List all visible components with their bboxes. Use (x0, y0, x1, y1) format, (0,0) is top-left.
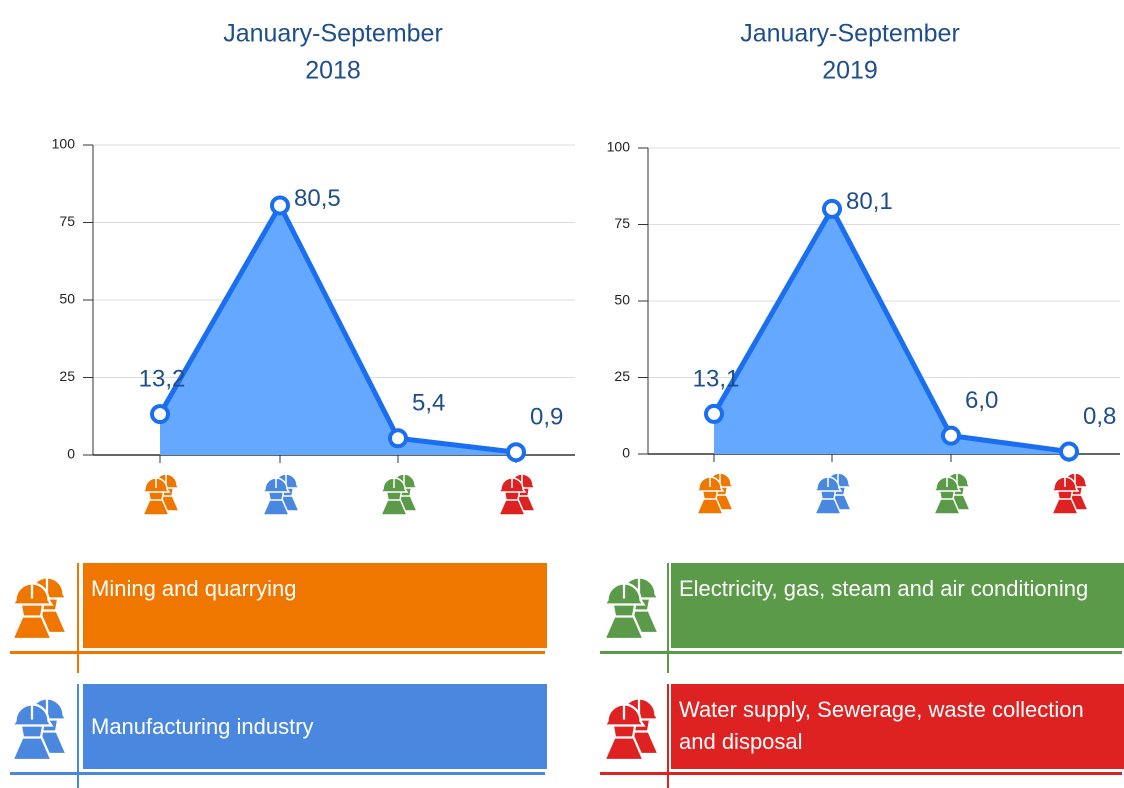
legend-icon (602, 576, 661, 641)
point (704, 403, 724, 424)
worker-icon (602, 576, 661, 641)
area (160, 205, 516, 455)
worker-icon (813, 472, 853, 515)
y-tick-label: 50 (614, 292, 630, 308)
worker-icon (10, 697, 69, 762)
y-tick-label: 25 (614, 368, 630, 384)
y-tick-label: 0 (67, 446, 75, 462)
worker-icon (10, 576, 69, 641)
y-tick-label: 75 (614, 215, 630, 231)
legend-underline (10, 651, 545, 654)
worker-icon (261, 473, 301, 516)
chart-subtitle: 2018 (305, 57, 361, 85)
legend-divider (77, 563, 79, 673)
y-tick-label: 0 (622, 445, 630, 461)
value-label: 80,1 (846, 188, 893, 215)
chart-title: January-September (223, 20, 443, 48)
worker-icon (695, 472, 735, 515)
charts: January-September 2018 January-September… (52, 20, 1120, 516)
legend-divider (667, 563, 669, 673)
point (1059, 441, 1079, 462)
legend-divider (77, 684, 79, 788)
worker-icon (497, 473, 537, 516)
value-label: 0,8 (1083, 403, 1116, 430)
area (714, 208, 1069, 454)
legend-box: Manufacturing industry (83, 684, 547, 769)
legend-box: Electricity, gas, steam and air conditio… (671, 563, 1124, 648)
legend-underline (10, 772, 545, 775)
value-label: 0,9 (530, 404, 563, 431)
value-label: 6,0 (965, 387, 998, 414)
value-label: 80,5 (294, 185, 341, 212)
y-tick-label: 75 (59, 213, 75, 229)
worker-icon (141, 473, 181, 516)
line (157, 202, 517, 455)
chart-subtitle: 2019 (822, 57, 878, 85)
worker-icon (602, 697, 661, 762)
value-label: 13,2 (139, 365, 186, 392)
legend-box: Water supply, Sewerage, waste collection… (671, 684, 1124, 769)
point (506, 442, 526, 463)
legend-box: Mining and quarrying (83, 563, 547, 648)
worker-icon (379, 473, 419, 516)
y-tick-label: 100 (52, 136, 76, 152)
legend-label: Electricity, gas, steam and air conditio… (679, 576, 1089, 601)
point (941, 425, 961, 446)
y-tick-label: 25 (59, 368, 75, 384)
legend-label: Manufacturing industry (91, 713, 314, 739)
point (270, 195, 290, 216)
legend-label: Water supply, Sewerage, waste collection… (679, 697, 1084, 754)
point (150, 404, 170, 425)
value-label: 13,1 (693, 365, 740, 392)
legend-icon (10, 697, 69, 762)
y-tick-label: 50 (59, 291, 75, 307)
line (711, 206, 1070, 455)
y-tick-label: 100 (607, 139, 631, 155)
value-label: 5,4 (412, 390, 445, 417)
chart-title: January-September (740, 20, 960, 48)
worker-icon (1050, 472, 1090, 515)
legend-icon (602, 697, 661, 762)
legend-icon (10, 576, 69, 641)
point (388, 428, 408, 449)
point (822, 198, 842, 219)
legend-underline (600, 772, 1122, 775)
legend-underline (600, 651, 1122, 654)
worker-icon (932, 472, 972, 515)
legend-label: Mining and quarrying (91, 576, 297, 601)
legend-divider (667, 684, 669, 788)
